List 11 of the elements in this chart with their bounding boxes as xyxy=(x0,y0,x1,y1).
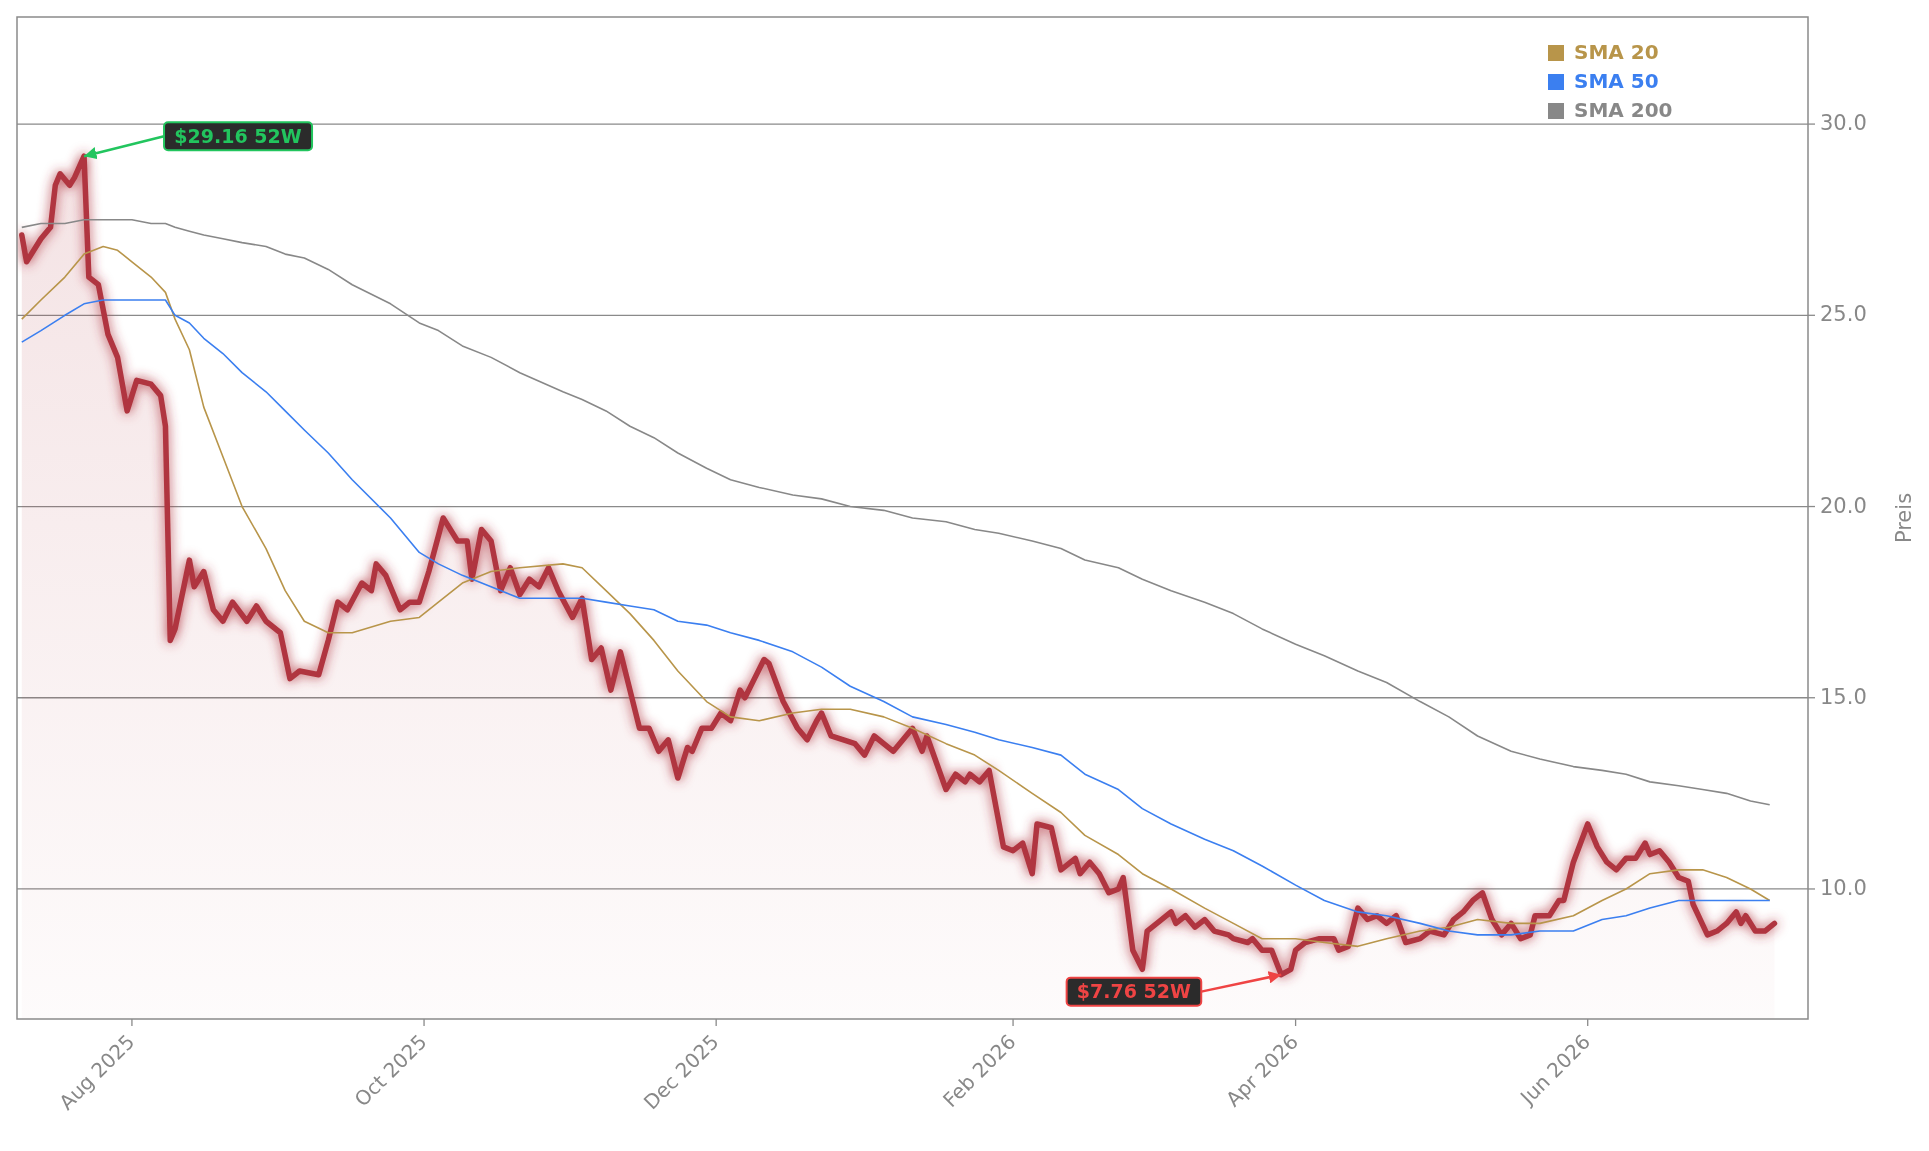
y-tick-label: 25.0 xyxy=(1820,302,1867,327)
legend-label: SMA 50 xyxy=(1574,68,1659,93)
legend-label: SMA 200 xyxy=(1574,97,1673,122)
y-tick-label: 30.0 xyxy=(1820,111,1867,136)
annotation: $29.16 52W xyxy=(174,124,302,147)
y-tick-label: 10.0 xyxy=(1820,875,1867,900)
y-tick-label: 20.0 xyxy=(1820,493,1867,518)
legend-label: SMA 20 xyxy=(1574,39,1659,64)
y-tick-label: 15.0 xyxy=(1820,684,1867,709)
y-axis-title: Preis xyxy=(1892,492,1916,544)
annotation: $7.76 52W xyxy=(1076,980,1192,1003)
